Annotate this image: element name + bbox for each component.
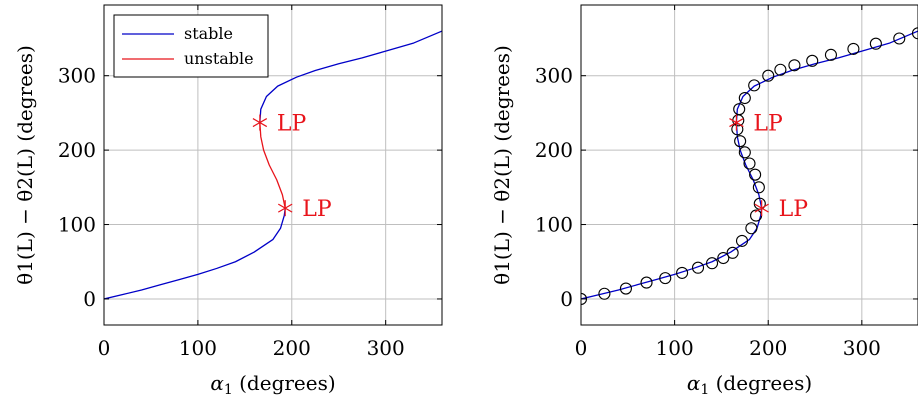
data-point-circle — [735, 234, 749, 247]
data-point-circle — [717, 251, 730, 265]
data-point-circle — [788, 59, 801, 72]
legend-label-stable: stable — [184, 24, 233, 43]
x-axis-label: α1 (degrees) — [687, 371, 812, 397]
data-point-circle — [762, 69, 775, 82]
data-point-circle — [734, 135, 747, 148]
series-line-curve — [581, 30, 918, 300]
x-tick-label: 100 — [656, 336, 694, 360]
data-point-circle — [581, 292, 588, 306]
y-axis-label: θ1(L) − θ2(L) (degrees) — [490, 45, 514, 285]
chart-panel-1: LP LP 0 100 200 300 0 100 200 300 α1 (degrees) θ1(L… — [13, 4, 443, 397]
legend-box — [113, 14, 269, 78]
lp-label: LP — [302, 197, 332, 222]
x-tick-label: 200 — [749, 336, 787, 360]
lp-label: LP — [753, 112, 783, 137]
data-layer — [581, 27, 918, 306]
plot-frame — [103, 4, 443, 326]
data-point-circle — [738, 91, 751, 105]
data-point-circle — [806, 54, 819, 67]
data-point-circle — [598, 287, 611, 300]
data-point-circle — [743, 157, 756, 170]
data-point-circle — [893, 32, 906, 45]
y-axis-label: θ1(L) − θ2(L) (degrees) — [13, 45, 37, 285]
data-point-circle — [691, 261, 705, 274]
data-point-circle — [726, 246, 739, 259]
x-tick-label: 300 — [843, 336, 881, 360]
x-tick-label: 200 — [273, 336, 311, 360]
data-point-circle — [911, 27, 918, 40]
data-point-circle — [745, 222, 758, 235]
data-point-circle — [619, 282, 632, 295]
data-point-circle — [749, 168, 762, 181]
legend: stable unstable — [113, 14, 269, 78]
lp-label: LP — [277, 112, 307, 137]
legend-label-unstable: unstable — [184, 49, 254, 68]
series-line-stable — [259, 30, 442, 123]
series-line-stable — [104, 208, 286, 300]
x-tick-label: 0 — [98, 336, 111, 360]
data-point-circle — [869, 37, 882, 50]
y-tick-label: 200 — [535, 138, 573, 162]
y-tick-label: 0 — [560, 287, 573, 311]
data-point-circle — [659, 272, 672, 285]
data-point-circle — [733, 103, 746, 116]
data-layer — [104, 30, 442, 300]
chart-panel-2: LP LP 0 100 200 300 0 100 200 300 α1 (degrees) θ1(L… — [490, 4, 918, 397]
y-tick-label: 100 — [535, 213, 573, 237]
data-point-circle — [748, 79, 761, 92]
x-tick-label: 300 — [367, 336, 405, 360]
lp-label: LP — [779, 197, 809, 222]
y-tick-label: 300 — [58, 64, 96, 88]
plot-frame — [580, 4, 918, 326]
data-point-circle — [752, 181, 765, 194]
lp-marker — [729, 114, 744, 131]
x-tick-label: 0 — [575, 336, 588, 360]
x-axis-label: α1 (degrees) — [210, 371, 335, 397]
lp-marker — [277, 200, 293, 217]
data-point-circle — [847, 42, 860, 55]
x-tick-label: 100 — [179, 336, 217, 360]
data-point-circle — [738, 146, 751, 159]
y-tick-label: 0 — [83, 287, 96, 311]
data-point-circle — [824, 48, 837, 61]
data-point-circle — [706, 257, 719, 270]
lp-marker — [252, 114, 268, 131]
y-tick-label: 100 — [58, 213, 96, 237]
lp-marker — [754, 200, 769, 217]
y-tick-label: 200 — [58, 138, 96, 162]
data-point-circle — [676, 266, 689, 279]
data-point-circle — [640, 276, 653, 289]
data-point-circle — [774, 63, 787, 76]
y-tick-label: 300 — [535, 64, 573, 88]
series-line-unstable — [259, 122, 286, 209]
